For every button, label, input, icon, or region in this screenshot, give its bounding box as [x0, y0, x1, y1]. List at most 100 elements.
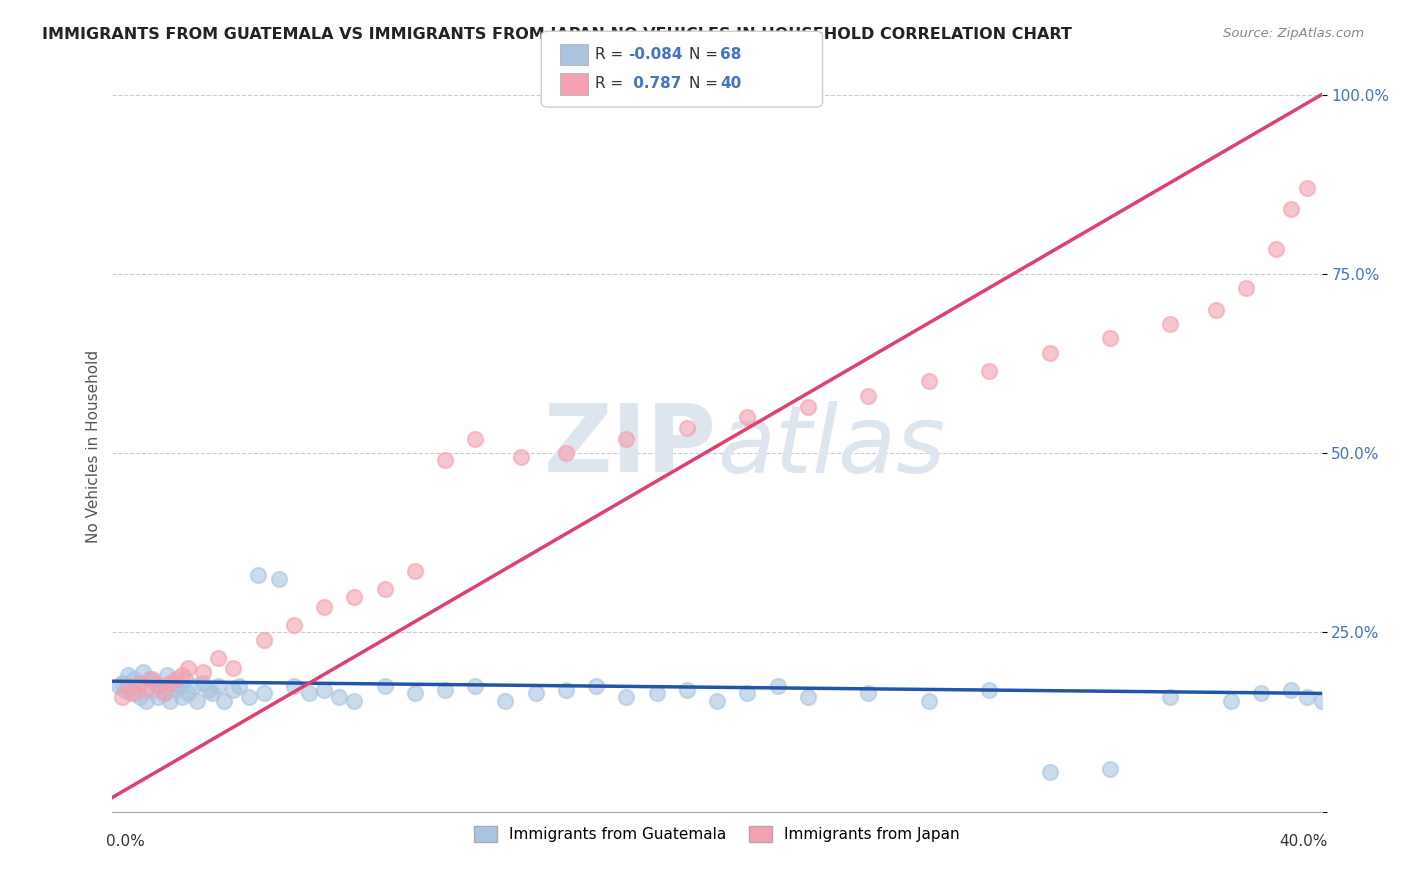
Point [228, 679, 250, 693]
Point [766, 679, 789, 693]
Point [918, 693, 941, 707]
Point [314, 682, 336, 697]
Point [170, 668, 193, 682]
Text: 0.0%: 0.0% [107, 834, 145, 848]
Point [128, 690, 150, 704]
Point [165, 682, 187, 697]
Point [1205, 302, 1227, 317]
Point [675, 421, 697, 435]
Point [135, 693, 157, 707]
Point [138, 672, 160, 686]
Point [117, 679, 139, 693]
Point [343, 693, 366, 707]
Point [796, 400, 818, 414]
Point [524, 686, 547, 700]
Point [238, 690, 260, 704]
Text: 68: 68 [720, 47, 741, 62]
Point [706, 693, 728, 707]
Point [977, 682, 1000, 697]
Point [146, 679, 169, 693]
Point [207, 650, 229, 665]
Point [186, 693, 208, 707]
Point [120, 686, 142, 700]
Point [283, 679, 305, 693]
Point [132, 665, 155, 679]
Point [114, 682, 136, 697]
Point [1295, 690, 1317, 704]
Text: IMMIGRANTS FROM GUATEMALA VS IMMIGRANTS FROM JAPAN NO VEHICLES IN HOUSEHOLD CORR: IMMIGRANTS FROM GUATEMALA VS IMMIGRANTS … [42, 27, 1071, 42]
Point [191, 665, 214, 679]
Text: 0.787: 0.787 [628, 77, 682, 91]
Point [122, 686, 145, 700]
Point [162, 675, 184, 690]
Point [616, 432, 638, 446]
Point [167, 679, 190, 693]
Point [207, 679, 229, 693]
Point [1234, 281, 1257, 295]
Point [554, 682, 576, 697]
Point [183, 679, 205, 693]
Point [135, 682, 157, 697]
Point [464, 679, 486, 693]
Point [146, 690, 169, 704]
Point [404, 686, 426, 700]
Point [174, 672, 197, 686]
Point [404, 565, 426, 579]
Point [267, 572, 290, 586]
Y-axis label: No Vehicles in Household: No Vehicles in Household [86, 350, 101, 542]
Point [141, 672, 163, 686]
Point [737, 410, 759, 425]
Point [554, 446, 576, 460]
Point [918, 375, 941, 389]
Point [122, 672, 145, 686]
Point [110, 675, 132, 690]
Point [374, 679, 396, 693]
Point [177, 686, 200, 700]
Point [156, 668, 179, 682]
Point [856, 686, 880, 700]
Text: atlas: atlas [717, 401, 945, 491]
Point [159, 675, 181, 690]
Point [374, 582, 396, 597]
Point [1159, 690, 1181, 704]
Text: R =: R = [595, 77, 628, 91]
Point [246, 568, 269, 582]
Point [796, 690, 818, 704]
Point [117, 668, 139, 682]
Point [977, 364, 1000, 378]
Point [198, 682, 221, 697]
Point [1279, 202, 1302, 217]
Text: N =: N = [689, 77, 723, 91]
Point [616, 690, 638, 704]
Point [298, 686, 321, 700]
Point [464, 432, 486, 446]
Text: ZIP: ZIP [544, 400, 717, 492]
Point [1310, 693, 1333, 707]
Text: 40.0%: 40.0% [1279, 834, 1327, 848]
Point [433, 453, 456, 467]
Point [153, 686, 176, 700]
Point [675, 682, 697, 697]
Point [107, 679, 129, 693]
Point [856, 389, 880, 403]
Point [125, 679, 148, 693]
Point [201, 686, 224, 700]
Point [1265, 242, 1288, 256]
Point [222, 661, 245, 675]
Point [1098, 331, 1121, 345]
Point [737, 686, 759, 700]
Text: N =: N = [689, 47, 723, 62]
Point [1220, 693, 1243, 707]
Point [1279, 682, 1302, 697]
Point [159, 693, 181, 707]
Point [283, 618, 305, 632]
Point [143, 675, 166, 690]
Point [433, 682, 456, 697]
Text: -0.084: -0.084 [628, 47, 683, 62]
Point [1295, 181, 1317, 195]
Point [1038, 345, 1062, 359]
Point [1159, 317, 1181, 331]
Point [1038, 765, 1062, 780]
Point [645, 686, 668, 700]
Point [1250, 686, 1272, 700]
